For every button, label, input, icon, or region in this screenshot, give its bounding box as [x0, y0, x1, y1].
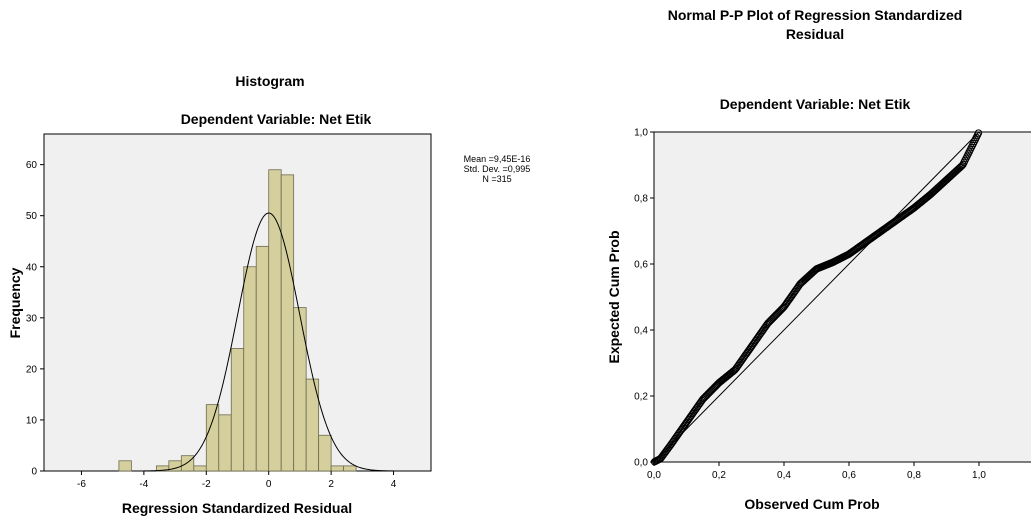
histogram-y-tick-label: 40 — [26, 262, 38, 273]
pp-points — [650, 129, 983, 466]
histogram-bar — [193, 465, 207, 472]
histogram-bar — [243, 266, 257, 472]
histogram-y-axis-title: Frequency — [7, 267, 23, 338]
histogram-x-axis-title: Regression Standardized Residual — [122, 500, 352, 516]
histogram-y-tick-label: 30 — [26, 313, 38, 324]
pp-x-ticks: 0,0 0,2 0,4 0,6 0,8 1,0 — [647, 462, 986, 481]
pp-y-tick-label: 1,0 — [634, 128, 648, 139]
pp-x-tick-label: 0,8 — [907, 470, 921, 481]
histogram-bar — [218, 414, 232, 472]
pp-y-axis-title: Expected Cum Prob — [606, 230, 622, 363]
histogram-title: Histogram — [235, 73, 304, 89]
pp-plot-chart: Normal P-P Plot of Regression Standardiz… — [606, 7, 1031, 512]
histogram-bar — [255, 245, 270, 472]
stats-std-dev: Std. Dev. =0,995 — [464, 164, 531, 174]
histogram-y-tick-label: 0 — [31, 467, 37, 478]
histogram-bar — [318, 434, 332, 472]
histogram-subtitle: Dependent Variable: Net Etik — [181, 111, 372, 127]
histogram-y-tick-label: 10 — [26, 415, 38, 426]
pp-x-tick-label: 0,0 — [647, 470, 661, 481]
stats-mean: Mean =9,45E-16 — [464, 154, 531, 164]
pp-y-tick-label: 0,0 — [634, 458, 648, 469]
pp-y-tick-label: 0,6 — [634, 260, 648, 271]
pp-x-tick-label: 0,4 — [777, 470, 791, 481]
histogram-bar — [305, 378, 320, 472]
pp-y-tick-label: 0,2 — [634, 392, 648, 403]
histogram-bar — [330, 465, 345, 472]
histogram-bar — [118, 460, 132, 472]
histogram-x-tick-label: 0 — [266, 479, 272, 490]
histogram-bar — [230, 348, 245, 472]
pp-plot-area — [653, 131, 1031, 463]
pp-y-ticks: 0,0 0,2 0,4 0,6 0,8 1,0 — [634, 128, 654, 469]
histogram-x-tick-label: -4 — [139, 479, 148, 490]
pp-subtitle: Dependent Variable: Net Etik — [720, 96, 911, 112]
normal-curve-line — [143, 212, 394, 472]
pp-x-tick-label: 1,0 — [972, 470, 986, 481]
pp-title-line-1: Normal P-P Plot of Regression Standardiz… — [668, 7, 963, 23]
histogram-bar — [205, 404, 220, 472]
histogram-x-tick-label: -6 — [77, 479, 86, 490]
histogram-x-tick-label: 4 — [391, 479, 397, 490]
histogram-x-ticks: -6 -4 -2 0 2 4 — [77, 471, 397, 490]
histogram-y-tick-label: 50 — [26, 211, 38, 222]
histogram-bar — [293, 307, 307, 472]
histogram-bars — [118, 169, 357, 472]
histogram-bar — [268, 169, 282, 472]
histogram-chart: Histogram Dependent Variable: Net Etik -… — [7, 73, 530, 516]
histogram-y-tick-label: 60 — [26, 160, 38, 171]
histogram-x-tick-label: -2 — [202, 479, 211, 490]
pp-x-tick-label: 0,2 — [712, 470, 726, 481]
pp-point — [974, 129, 983, 137]
histogram-stats-box: Mean =9,45E-16 Std. Dev. =0,995 N =315 — [464, 154, 531, 184]
histogram-y-ticks: 0 10 20 30 40 50 60 — [26, 160, 44, 478]
histogram-bar — [343, 465, 357, 472]
pp-reference-line — [653, 131, 980, 463]
stats-n: N =315 — [482, 174, 511, 184]
pp-y-tick-label: 0,8 — [634, 194, 648, 205]
pp-title-line-2: Residual — [786, 26, 844, 42]
pp-x-tick-label: 0,6 — [842, 470, 856, 481]
pp-y-tick-label: 0,4 — [634, 326, 648, 337]
histogram-bar — [180, 455, 195, 472]
pp-x-axis-title: Observed Cum Prob — [744, 496, 879, 512]
histogram-x-tick-label: 2 — [328, 479, 334, 490]
histogram-y-tick-label: 20 — [26, 364, 38, 375]
histogram-bar — [280, 174, 295, 472]
